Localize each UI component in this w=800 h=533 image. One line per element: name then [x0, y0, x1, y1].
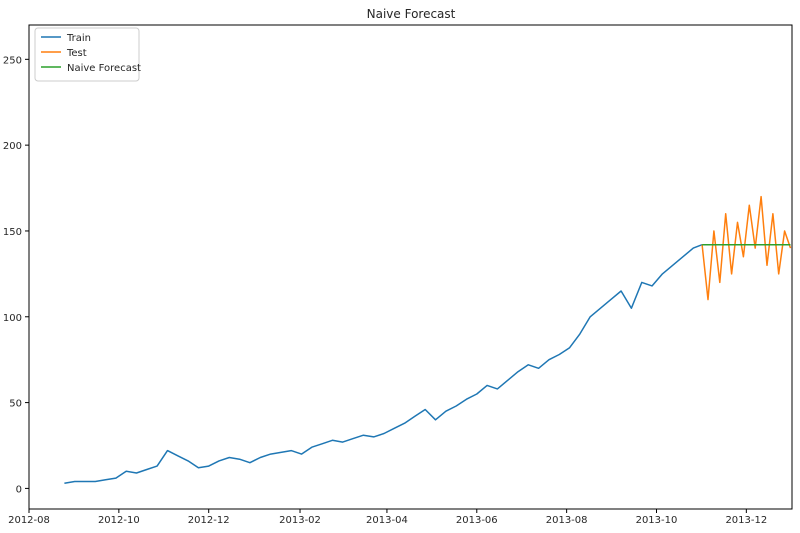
- chart-title: Naive Forecast: [367, 7, 456, 21]
- x-axis: 2012-08 2012-10 2012-12 2013-02 2013-04 2013-…: [8, 509, 767, 526]
- x-tick-label-8: 2013-12: [725, 515, 767, 526]
- legend: Train Test Naive Forecast: [34, 27, 141, 82]
- x-tick-label-6: 2013-08: [546, 515, 588, 526]
- x-tick-label-5: 2013-06: [456, 515, 498, 526]
- x-tick-label-2: 2012-12: [188, 515, 230, 526]
- y-tick-label-0: 0: [16, 484, 22, 495]
- plot-frame: [28, 24, 793, 510]
- y-tick-label-3: 150: [3, 227, 22, 238]
- x-tick-label-7: 2013-10: [636, 515, 678, 526]
- legend-label-1: Test: [66, 48, 87, 59]
- series-line-1: [701, 195, 792, 301]
- x-tick-label-1: 2012-10: [98, 515, 140, 526]
- y-axis: 0 50 100 150 200 250: [3, 55, 29, 495]
- y-tick-label-1: 50: [9, 399, 22, 410]
- x-tick-label-4: 2013-04: [366, 515, 408, 526]
- y-tick-label-4: 200: [3, 141, 22, 152]
- legend-label-0: Train: [66, 33, 91, 44]
- series-line-0: [64, 244, 703, 485]
- legend-label-2: Naive Forecast: [67, 63, 141, 74]
- y-tick-label-5: 250: [3, 55, 22, 66]
- x-tick-label-3: 2013-02: [279, 515, 321, 526]
- series-layer: [64, 195, 792, 485]
- x-tick-label-0: 2012-08: [8, 515, 50, 526]
- y-tick-label-2: 100: [3, 313, 22, 324]
